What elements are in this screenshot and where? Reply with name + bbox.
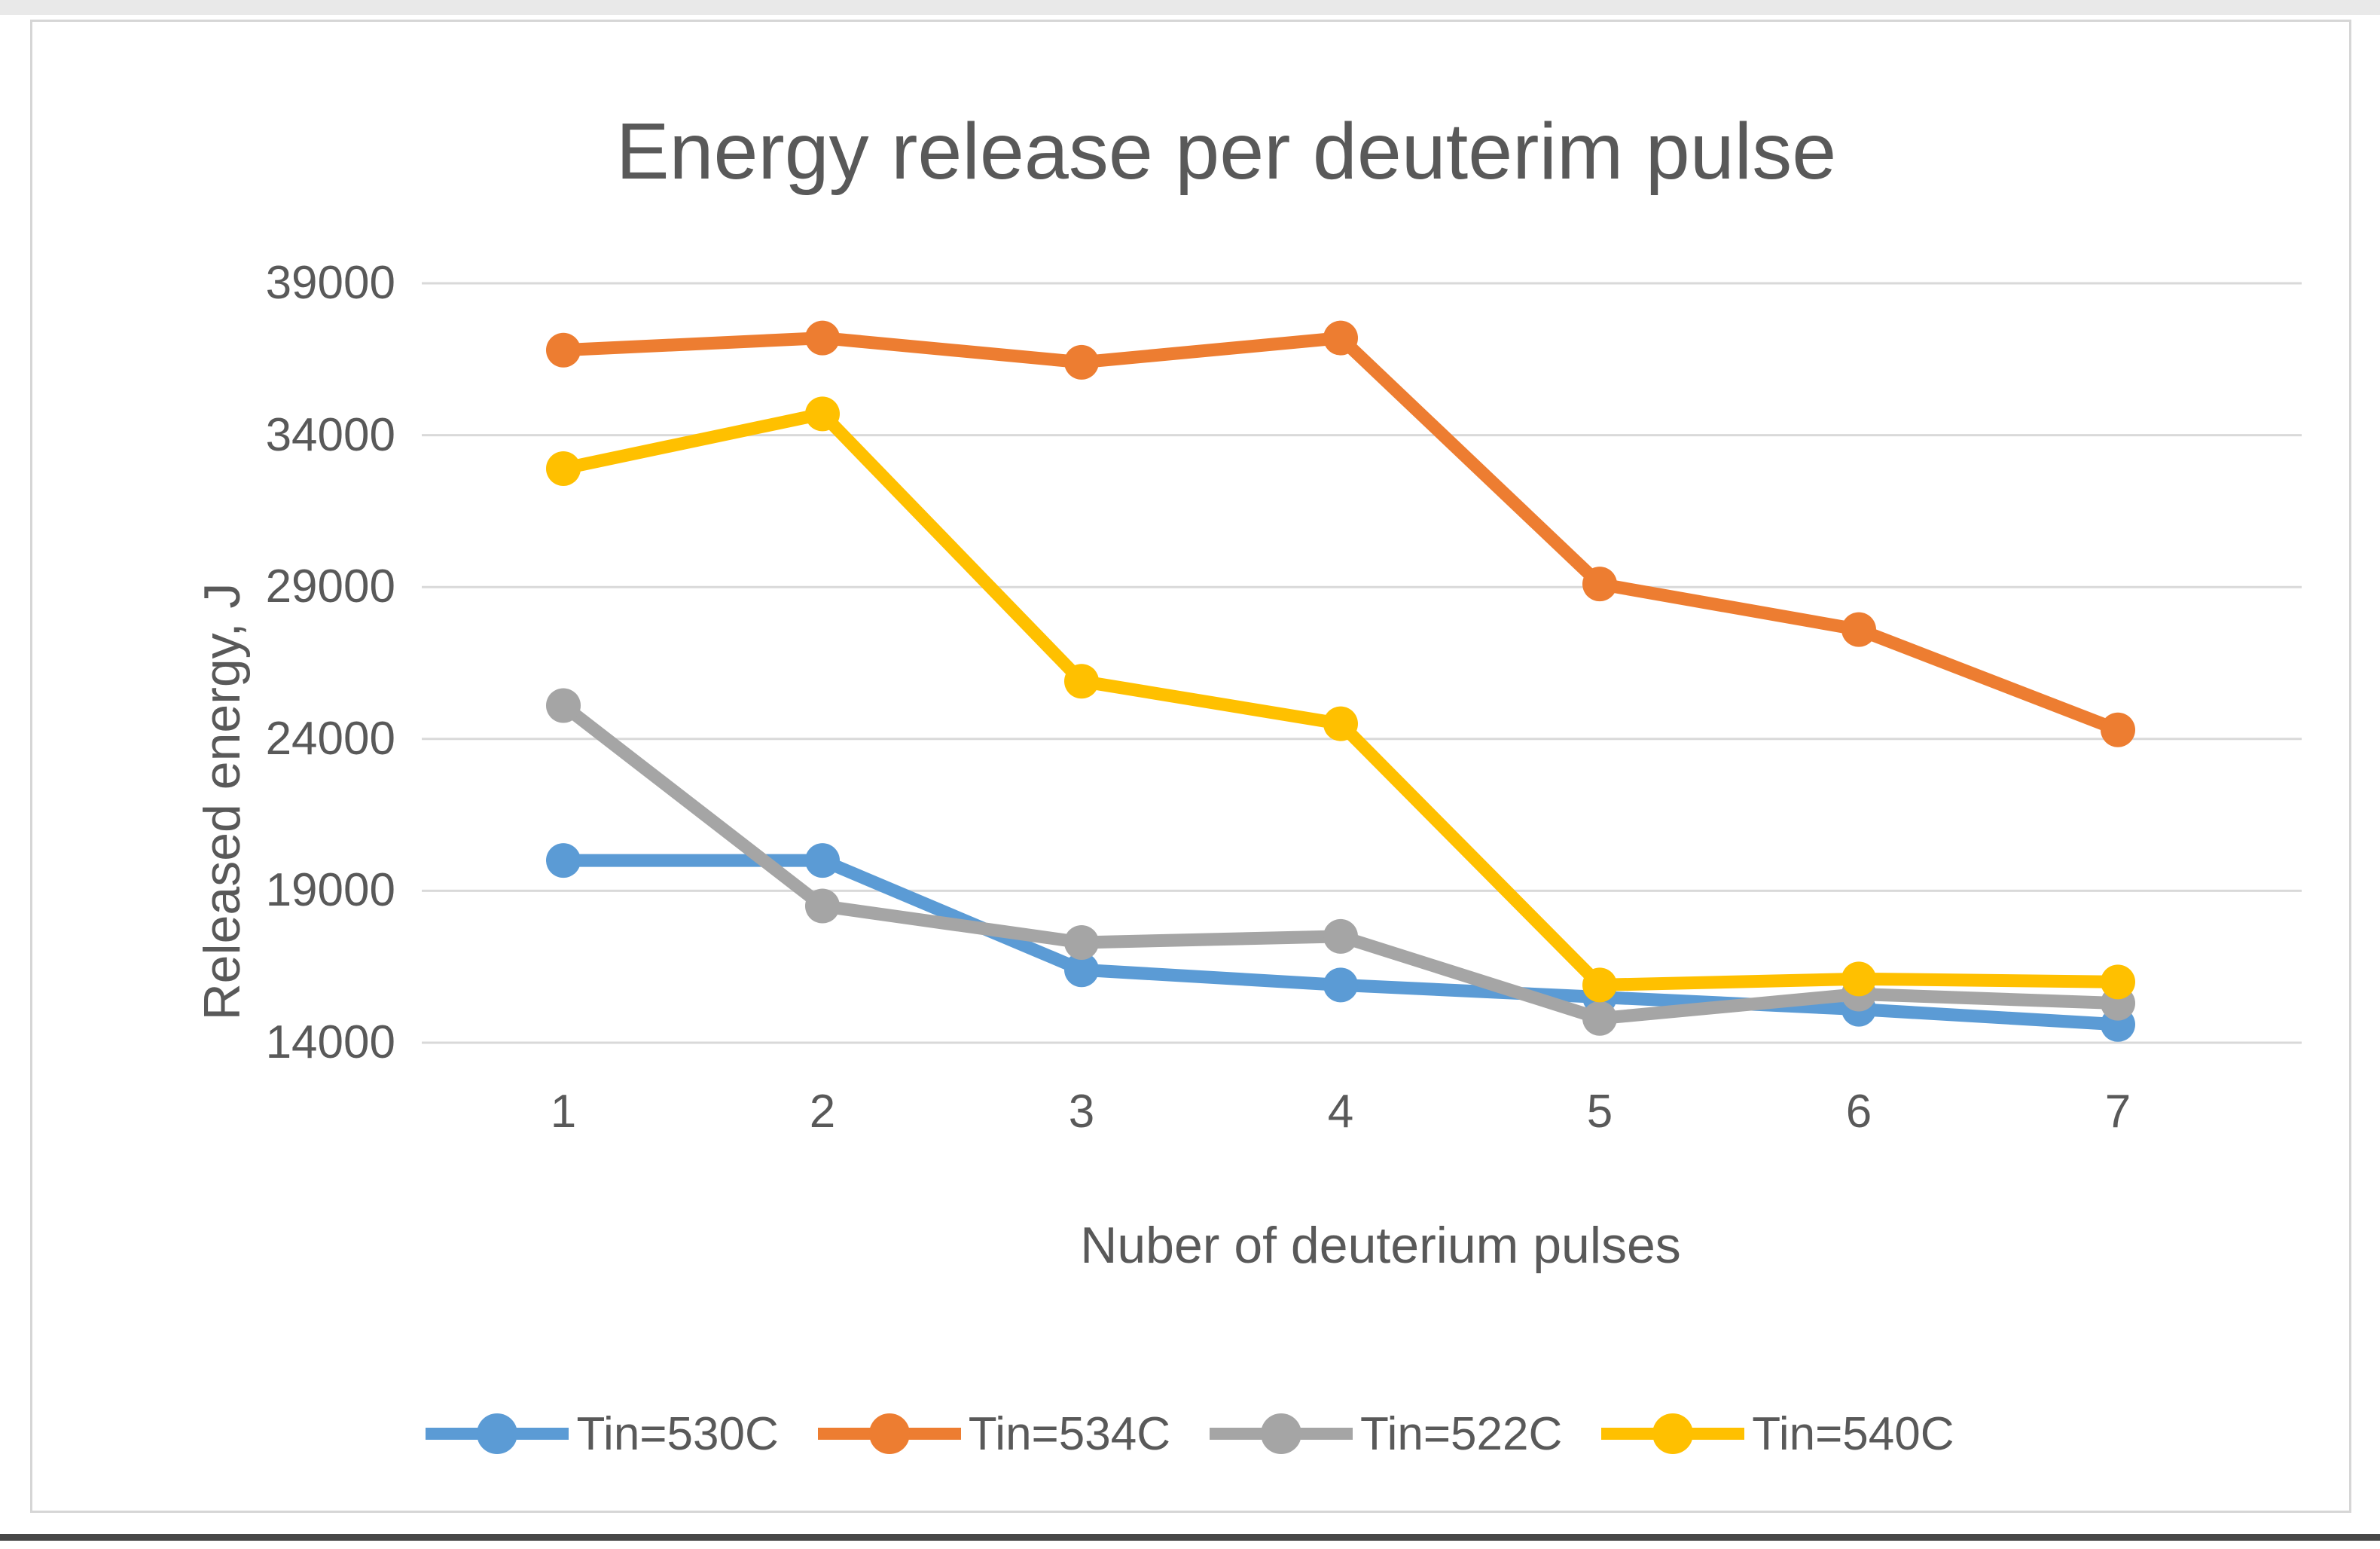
legend-marker-icon [1601,1413,1745,1454]
y-tick-label: 39000 [265,257,395,309]
data-point [1323,918,1358,954]
legend-item-Tin=522C: Tin=522C [1210,1407,1562,1461]
data-point [805,888,840,924]
data-point [805,843,840,878]
data-point [1064,952,1099,988]
series-line-Tin=540C [557,407,2125,991]
legend-marker-icon [1210,1413,1353,1454]
data-point [805,396,840,432]
legend-item-Tin=540C: Tin=540C [1601,1407,1954,1461]
x-tick-label: 2 [809,1086,836,1138]
y-tick-label: 19000 [265,864,395,917]
data-point [1323,967,1358,1003]
data-point [546,688,581,723]
data-point [1582,567,1617,602]
legend-label: Tin=530C [576,1407,779,1460]
legend-label: Tin=534C [968,1407,1170,1460]
y-tick-label: 24000 [265,712,395,765]
y-tick-label: 14000 [265,1016,395,1068]
chart-title: Energy release per deuterim pulse [615,107,1837,196]
data-point [2101,712,2135,747]
y-tick-label: 34000 [265,408,395,461]
data-point [546,843,581,878]
legend-item-Tin=534C: Tin=534C [817,1407,1170,1461]
x-tick-label: 5 [1586,1086,1613,1138]
data-point [2101,964,2135,1000]
x-tick-label: 3 [1068,1086,1095,1138]
legend-item-Tin=530C: Tin=530C [426,1407,779,1461]
data-point [546,451,581,486]
legend-marker-icon [817,1413,961,1454]
data-point [1582,1001,1617,1036]
data-point [1064,924,1099,960]
legend-label: Tin=540C [1752,1407,1954,1460]
data-point [1323,320,1358,356]
x-tick-label: 4 [1327,1086,1354,1138]
data-point [1841,961,1876,997]
top-strip [0,0,2380,15]
data-point [1841,612,1876,647]
legend-label: Tin=522C [1360,1407,1563,1460]
x-tick-label: 6 [1845,1086,1872,1138]
data-point [546,332,581,368]
bottom-rule [0,1534,2380,1541]
legend: Tin=530C Tin=534C Tin=522C Tin=540C [0,1385,2380,1483]
data-point [1323,706,1358,741]
series-line-Tin=534C [557,331,2125,737]
x-tick-label: 7 [2104,1086,2131,1138]
x-axis-title: Nuber of deuterium pulses [1080,1217,1681,1274]
data-point [805,320,840,356]
y-tick-label: 29000 [265,561,395,613]
data-point [1064,664,1099,699]
x-tick-label: 1 [550,1086,577,1138]
data-point [1064,344,1099,380]
chart-area: Energy release per deuterim pulse Releas… [30,20,2351,1513]
legend-marker-icon [426,1413,569,1454]
data-point [1582,967,1617,1003]
